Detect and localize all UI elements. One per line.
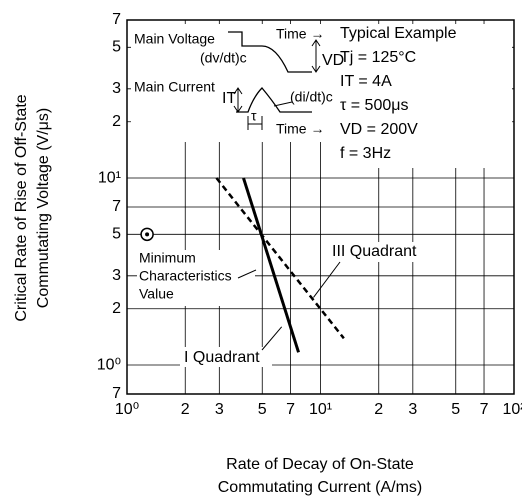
- x-tick-label: 2: [374, 401, 383, 418]
- inset-text: Main Voltage: [134, 31, 215, 47]
- arrow: [247, 116, 263, 130]
- y-tick-label: 10⁰: [97, 356, 121, 373]
- y-tick-label: 7: [112, 11, 121, 28]
- condition: f = 3Hz: [340, 145, 391, 162]
- x-axis-title: Rate of Decay of On-State: [226, 456, 414, 473]
- leader-line: [273, 101, 293, 107]
- marker-label: Value: [139, 286, 174, 302]
- inset-text: IT: [222, 90, 236, 107]
- x-axis-title: Commutating Current (A/ms): [218, 479, 423, 496]
- series-line: [242, 177, 300, 353]
- leader-line: [237, 269, 257, 279]
- inset-bg: [131, 24, 336, 142]
- plot-frame: [126, 19, 515, 395]
- arrow: [233, 87, 243, 113]
- label-bg: [180, 347, 272, 367]
- inset-text: τ: [251, 108, 257, 124]
- inset-text: Time →: [276, 26, 324, 42]
- x-tick-label: 3: [215, 401, 224, 418]
- x-tick-label: 10¹: [309, 401, 332, 418]
- condition: Tj = 125°C: [340, 49, 416, 66]
- y-tick-label: 5: [112, 226, 121, 243]
- y-tick-label: 2: [112, 113, 121, 130]
- condition: IT = 4A: [340, 73, 392, 90]
- y-tick-label: 10¹: [98, 169, 121, 186]
- x-tick-label: 10²: [502, 401, 522, 418]
- x-tick-label: 7: [480, 401, 489, 418]
- waveform: [228, 31, 312, 73]
- x-tick-label: 3: [408, 401, 417, 418]
- condition: Typical Example: [340, 25, 457, 42]
- y-tick-label: 7: [112, 385, 121, 402]
- y-axis-title: Critical Rate of Rise of Off-State Commu…: [13, 94, 52, 321]
- inset-text: Main Current: [134, 79, 215, 95]
- y-tick-label: 3: [112, 80, 121, 97]
- inset-text: VD: [322, 52, 344, 69]
- y-axis-title-line: Critical Rate of Rise of Off-State: [13, 94, 30, 321]
- y-axis-title-line: Commutating Voltage (V/μs): [35, 108, 52, 308]
- marker-label: Minimum: [139, 250, 196, 266]
- series-line: [215, 177, 345, 340]
- condition: VD = 200V: [340, 121, 418, 138]
- marker-label: Characteristics: [139, 268, 232, 284]
- marker-dot: [145, 232, 150, 237]
- y-tick-label: 3: [112, 267, 121, 284]
- y-tick-label: 2: [112, 300, 121, 317]
- inset-bg: [336, 24, 512, 168]
- leader-line: [261, 326, 283, 351]
- label-bg: [137, 250, 255, 306]
- arrow: [311, 39, 321, 73]
- y-tick-label: 7: [112, 198, 121, 215]
- x-tick-label: 10⁰: [115, 401, 139, 418]
- inset-text: (dv/dt)c: [200, 50, 247, 66]
- x-tick-label: 7: [286, 401, 295, 418]
- leader-line: [313, 261, 341, 298]
- y-tick-label: 5: [112, 39, 121, 56]
- x-tick-label: 2: [181, 401, 190, 418]
- inset-text: (di/dt)c: [290, 89, 333, 105]
- x-tick-label: 5: [258, 401, 267, 418]
- waveform: [236, 87, 312, 113]
- condition: τ = 500μs: [340, 97, 408, 114]
- inset-text: Time →: [276, 121, 324, 137]
- label-bg: [328, 242, 438, 262]
- series-label: III Quadrant: [332, 243, 417, 260]
- x-tick-label: 5: [451, 401, 460, 418]
- series-label: I Quadrant: [184, 349, 260, 366]
